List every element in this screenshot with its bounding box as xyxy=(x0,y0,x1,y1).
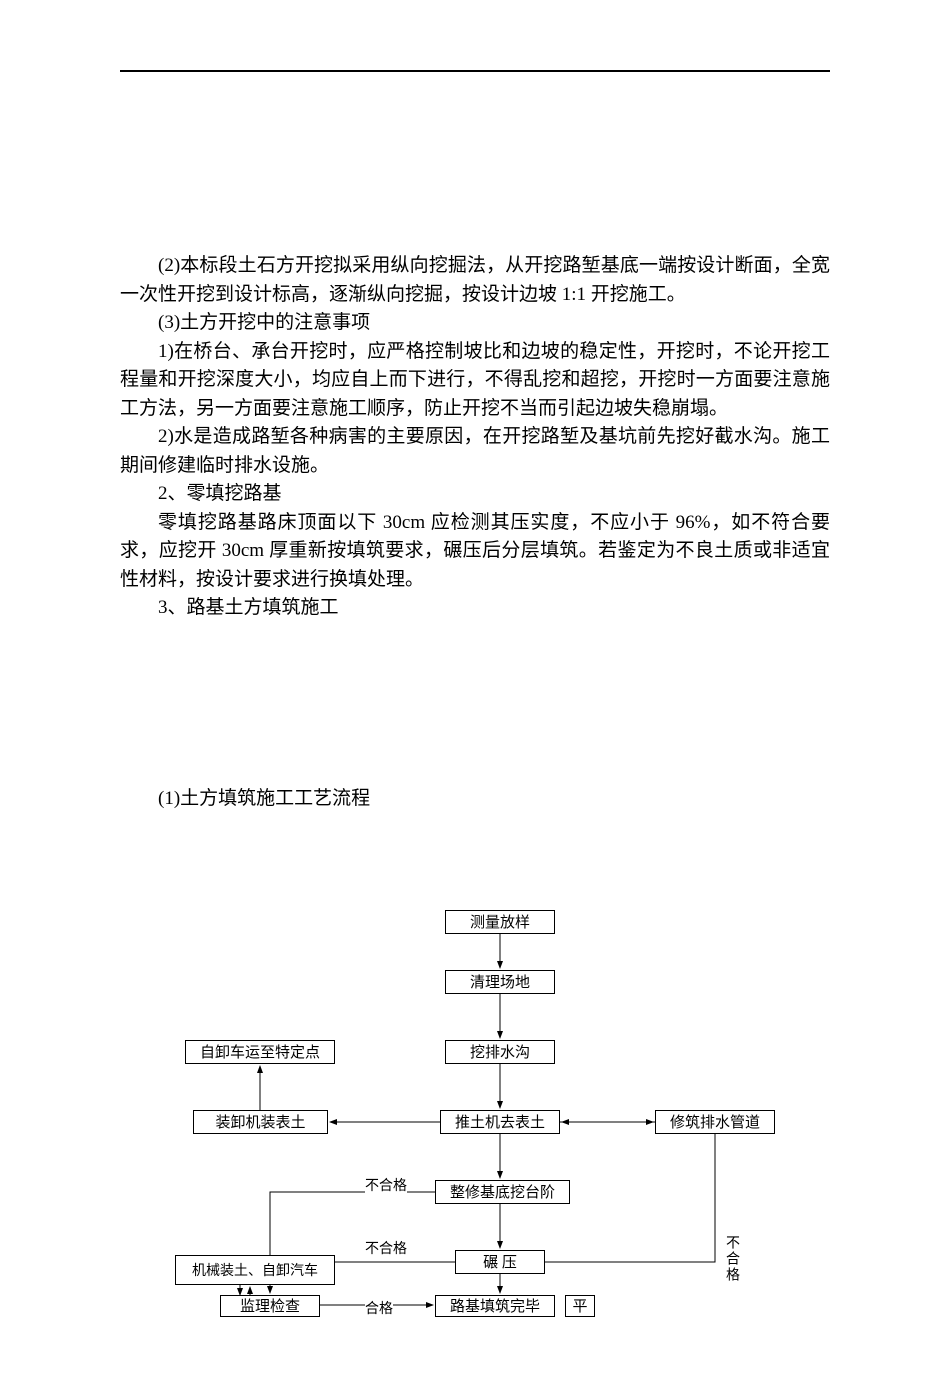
node-transport: 自卸车运至特定点 xyxy=(185,1040,335,1064)
node-complete: 路基填筑完毕 xyxy=(435,1295,555,1317)
node-bulldoze: 推土机去表土 xyxy=(440,1110,560,1134)
flowchart-title: (1)土方填筑施工工艺流程 xyxy=(120,783,830,810)
document-page: (2)本标段土石方开挖拟采用纵向挖掘法，从开挖路堑基底一端按设计断面，全宽一次性… xyxy=(0,0,950,1390)
paragraph-3-1: 1)在桥台、承台开挖时，应严格控制坡比和边坡的稳定性，开挖时，不论开挖工程量和开… xyxy=(120,338,830,424)
section-3-title: 3、路基土方填筑施工 xyxy=(120,594,830,623)
node-clear: 清理场地 xyxy=(445,970,555,994)
paragraph-2: (2)本标段土石方开挖拟采用纵向挖掘法，从开挖路堑基底一端按设计断面，全宽一次性… xyxy=(120,252,830,309)
paragraph-3-2: 2)水是造成路堑各种病害的主要原因，在开挖路堑及基坑前先挖好截水沟。施工期间修建… xyxy=(120,423,830,480)
node-pipe: 修筑排水管道 xyxy=(655,1110,775,1134)
label-pass: 合格 xyxy=(365,1298,393,1318)
node-flat: 平 xyxy=(565,1295,595,1317)
node-compact: 碾 压 xyxy=(455,1250,545,1274)
blank-space xyxy=(120,623,830,783)
label-fail-1: 不合格 xyxy=(365,1175,407,1195)
section-2-title: 2、零填挖路基 xyxy=(120,480,830,509)
node-drainage: 挖排水沟 xyxy=(445,1040,555,1064)
label-fail-2: 不合格 xyxy=(365,1238,407,1258)
header-rule xyxy=(120,70,830,72)
flowchart-container: 测量放样 清理场地 挖排水沟 自卸车运至特定点 装卸机装表土 推土机去表土 修筑… xyxy=(125,910,825,1350)
node-foundation: 整修基底挖台阶 xyxy=(435,1180,570,1204)
node-survey: 测量放样 xyxy=(445,910,555,934)
paragraph-3: (3)土方开挖中的注意事项 xyxy=(120,309,830,338)
node-inspect: 监理检查 xyxy=(220,1295,320,1317)
node-machine: 机械装土、自卸汽车 xyxy=(175,1255,335,1285)
label-fail-3: 不合格 xyxy=(721,1235,741,1283)
paragraph-zero-fill: 零填挖路基路床顶面以下 30cm 应检测其压实度，不应小于 96%，如不符合要求… xyxy=(120,509,830,595)
node-load: 装卸机装表土 xyxy=(193,1110,328,1134)
